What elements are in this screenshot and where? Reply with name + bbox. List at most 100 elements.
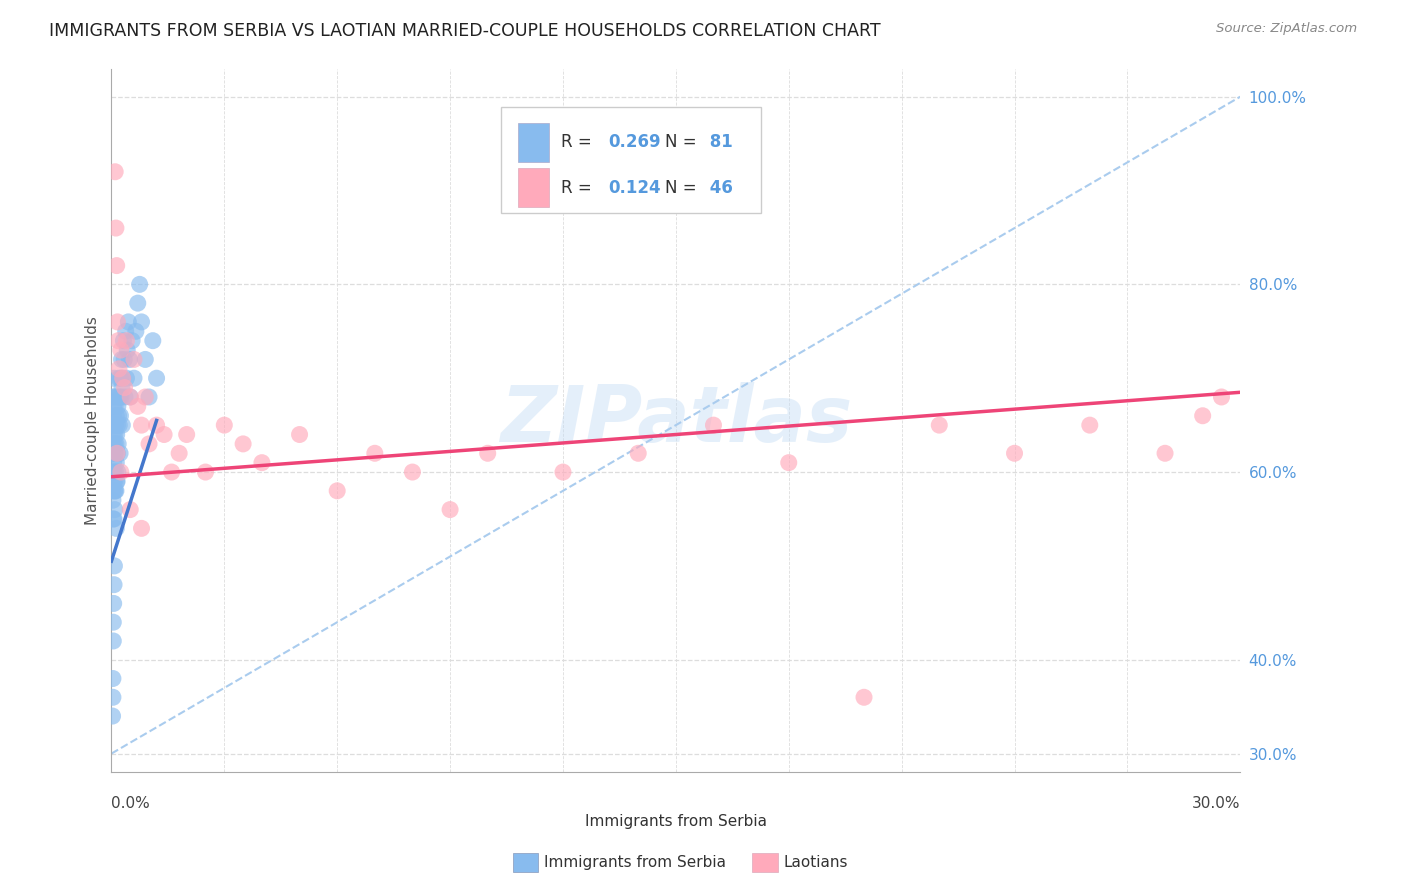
Point [110,352,132,367]
Point [112,334,135,348]
Point [101,483,124,498]
Point [145,418,167,433]
Point [121,334,143,348]
Text: Laotians: Laotians [783,855,848,870]
Point [101,437,124,451]
Point [111,371,134,385]
Point [131,521,153,535]
Point [101,418,124,433]
Point [104,418,127,433]
Text: R =: R = [561,133,596,152]
Point [107,409,129,423]
Point [115,371,138,385]
Point [120,390,142,404]
Point [928,418,950,433]
Point [114,324,136,338]
Point [108,446,131,460]
Point [104,437,127,451]
Point [103,597,125,611]
Point [105,427,128,442]
Text: 0.124: 0.124 [609,178,661,196]
Point [104,446,127,460]
Point [101,709,124,723]
Point [167,446,190,460]
Point [131,418,153,433]
Point [103,558,125,573]
Point [107,418,129,433]
Point [120,390,142,404]
FancyBboxPatch shape [501,107,761,213]
Point [214,418,236,433]
Point [103,512,125,526]
Point [134,390,156,404]
Text: 81: 81 [704,133,733,152]
Point [627,446,650,460]
Point [103,634,125,648]
Point [778,456,800,470]
Point [103,465,125,479]
Point [103,400,125,414]
Point [107,400,129,414]
Point [122,352,145,367]
Point [101,672,124,686]
Point [131,315,153,329]
Point [110,465,132,479]
Point [104,475,127,489]
Point [702,418,724,433]
Point [111,371,134,385]
Point [101,493,124,508]
Point [134,352,156,367]
Point [288,427,311,442]
Text: IMMIGRANTS FROM SERBIA VS LAOTIAN MARRIED-COUPLE HOUSEHOLDS CORRELATION CHART: IMMIGRANTS FROM SERBIA VS LAOTIAN MARRIE… [49,22,880,40]
Point [551,465,574,479]
Point [103,427,125,442]
Point [103,371,125,385]
Point [108,418,131,433]
Point [115,343,138,357]
Point [1191,409,1213,423]
Point [103,418,125,433]
Point [142,334,165,348]
Point [107,465,129,479]
Point [110,371,132,385]
Point [250,456,273,470]
Point [101,690,124,705]
Point [103,456,125,470]
Point [104,502,127,516]
Point [138,437,160,451]
Point [401,465,423,479]
Point [1211,390,1233,404]
Point [117,315,139,329]
Text: R =: R = [561,178,596,196]
Point [104,400,127,414]
Point [104,427,127,442]
Point [107,315,129,329]
Y-axis label: Married-couple Households: Married-couple Households [86,316,100,524]
Point [103,512,125,526]
Bar [517,169,550,207]
Point [110,390,132,404]
Point [138,390,160,404]
Point [104,465,127,479]
Point [104,483,127,498]
Point [107,437,129,451]
Point [127,400,149,414]
Point [104,483,127,498]
Point [125,324,148,338]
Point [105,409,128,423]
Point [105,259,128,273]
Text: 0.0%: 0.0% [111,796,150,811]
Point [101,446,124,460]
Point [477,446,499,460]
Point [115,334,138,348]
Point [107,446,129,460]
Point [105,446,128,460]
Point [108,390,131,404]
Point [439,502,461,516]
Point [107,334,129,348]
Point [160,465,183,479]
Point [104,221,127,235]
Text: Source: ZipAtlas.com: Source: ZipAtlas.com [1216,22,1357,36]
Point [127,296,149,310]
Point [110,409,132,423]
